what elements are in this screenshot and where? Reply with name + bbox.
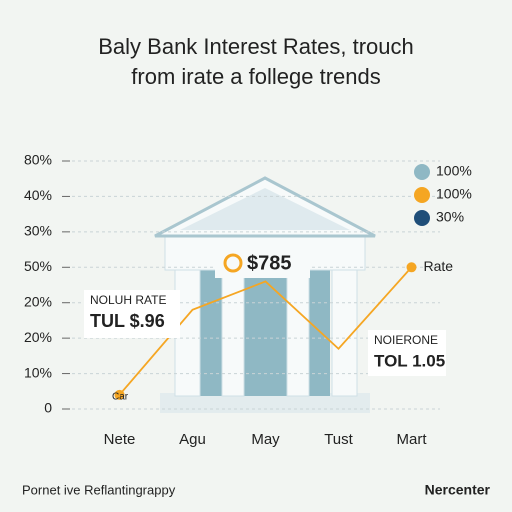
x-tick-label: Agu	[179, 431, 206, 448]
footer-left: Pornet ive Reflantingrappy	[22, 482, 176, 497]
footer-right: Nercenter	[425, 482, 491, 498]
series-label: Rate	[424, 258, 454, 274]
legend-swatch	[414, 210, 430, 226]
annotation-value: TOL 1.05	[374, 351, 445, 370]
y-tick-label: 20%	[24, 293, 52, 309]
legend-label: 30%	[436, 209, 464, 225]
annotation-icon	[223, 253, 243, 273]
bank-illustration	[154, 176, 376, 413]
annotation-value: TUL $.96	[90, 311, 165, 331]
y-tick-label: 0	[44, 400, 52, 416]
bank-column	[286, 267, 310, 397]
x-tick-label: Mart	[397, 431, 428, 448]
annotation-title: NOLUH RATE	[90, 293, 166, 307]
y-tick-label: 40%	[24, 187, 52, 203]
legend-label: 100%	[436, 186, 472, 202]
chart-title: from irate a follege trends	[131, 64, 380, 89]
y-tick-label: 20%	[24, 329, 52, 345]
x-tick-label: Nete	[104, 431, 136, 448]
annotation-box	[368, 330, 446, 376]
annotation-box	[84, 290, 180, 338]
y-tick-label: 30%	[24, 223, 52, 239]
x-tick-label: May	[251, 431, 280, 448]
bank-base	[160, 393, 370, 413]
y-tick-label: 10%	[24, 364, 52, 380]
annotation-box	[215, 248, 310, 278]
legend-swatch	[414, 164, 430, 180]
y-tick-label: 50%	[24, 258, 52, 274]
annotation-title: NOIERONE	[374, 333, 438, 347]
annotation-value: $785	[247, 252, 292, 274]
legend-swatch	[414, 187, 430, 203]
end-dot	[406, 262, 417, 273]
end-dot	[114, 389, 125, 400]
bank-column	[221, 267, 245, 397]
legend-label: 100%	[436, 163, 472, 179]
line	[118, 266, 413, 396]
y-tick-label: 80%	[24, 152, 52, 168]
annotation-label: Car	[112, 392, 129, 403]
bank-pediment-inner	[180, 188, 350, 230]
x-tick-label: Tust	[324, 431, 353, 448]
chart-title: Baly Bank Interest Rates, trouch	[98, 34, 414, 59]
bank-interior	[200, 268, 330, 396]
bank-column	[174, 267, 201, 397]
